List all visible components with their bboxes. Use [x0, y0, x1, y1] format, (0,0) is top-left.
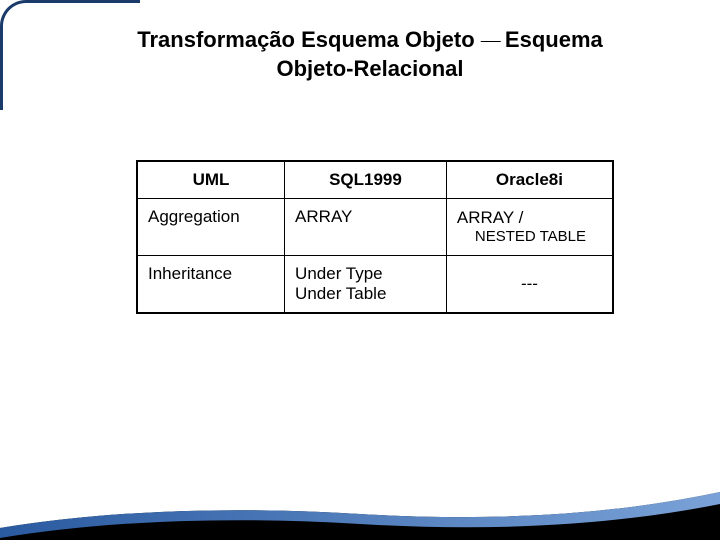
header-uml: UML [137, 161, 285, 199]
cell-oracle-array-nested: ARRAY / NESTED TABLE [446, 199, 613, 256]
under-type: Under Type [295, 264, 436, 284]
under-table: Under Table [295, 284, 436, 304]
cell-sql-array: ARRAY [285, 199, 447, 256]
title-line2: Objeto-Relacional [276, 56, 463, 81]
bottom-swoosh [0, 480, 720, 540]
table-row: Inheritance Under Type Under Table --- [137, 256, 613, 314]
table-row: Aggregation ARRAY ARRAY / NESTED TABLE [137, 199, 613, 256]
oracle-nested-table: NESTED TABLE [457, 228, 602, 247]
cell-uml-aggregation: Aggregation [137, 199, 285, 256]
table: UML SQL1999 Oracle8i Aggregation ARRAY A… [136, 160, 614, 314]
cell-uml-inheritance: Inheritance [137, 256, 285, 314]
slide-title: Transformação Esquema Objeto ⎯⎯ Esquema … [40, 26, 700, 83]
title-line1-pre: Transformação Esquema Objeto [137, 27, 481, 52]
header-sql1999: SQL1999 [285, 161, 447, 199]
table-header-row: UML SQL1999 Oracle8i [137, 161, 613, 199]
title-line1-post: Esquema [499, 27, 603, 52]
mapping-table: UML SQL1999 Oracle8i Aggregation ARRAY A… [136, 160, 614, 314]
oracle-array-main: ARRAY / [457, 208, 523, 227]
cell-oracle-none: --- [446, 256, 613, 314]
cell-sql-under: Under Type Under Table [285, 256, 447, 314]
title-arrow: ⎯⎯ [481, 27, 499, 52]
header-oracle8i: Oracle8i [446, 161, 613, 199]
